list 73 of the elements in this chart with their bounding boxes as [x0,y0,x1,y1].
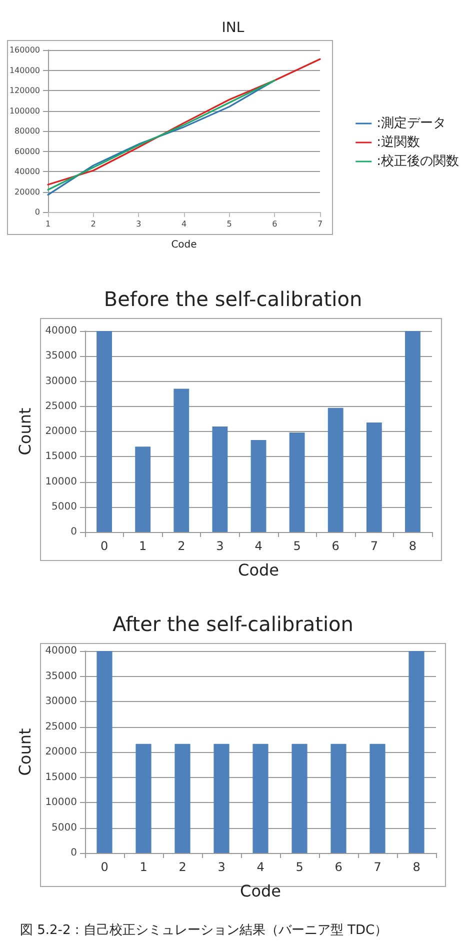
x-tick-label: 4 [256,860,264,874]
x-tick-label: 2 [178,860,186,874]
y-axis-title: Count [16,408,34,456]
x-tick-label: 7 [370,539,378,553]
y-tick-label: 140000 [9,66,40,75]
bar [405,331,420,532]
x-tick-label: 5 [293,539,301,553]
bar [212,426,228,532]
x-tick-label: 0 [100,539,108,553]
y-tick-label: 35000 [45,350,77,362]
bar [366,422,382,532]
y-tick-label: 10000 [45,476,77,488]
x-tick-label: 8 [412,860,420,874]
x-tick-label: 7 [374,860,382,874]
y-tick-label: 40000 [45,326,77,336]
y-tick-label: 35000 [45,670,77,682]
x-tick-label: 3 [216,539,224,553]
y-tick-label: 15000 [45,451,77,462]
x-tick-label: 5 [226,220,232,228]
x-tick-label: 7 [317,220,323,228]
x-tick-label: 6 [272,220,278,228]
y-tick-label: 0 [70,526,77,538]
bar [328,408,344,532]
bar [174,388,190,532]
y-tick-label: 0 [70,848,77,858]
y-tick-label: 20000 [14,187,40,196]
y-tick-label: 20000 [45,426,77,437]
x-tick-label: 5 [296,860,304,874]
x-tick-label: 0 [100,860,108,874]
y-tick-label: 80000 [14,126,40,136]
y-tick-label: 120000 [9,86,40,95]
x-tick-label: 2 [90,220,96,228]
x-tick-label: 8 [408,539,417,553]
y-tick-label: 25000 [45,721,77,732]
bar [289,432,305,532]
y-tick-label: 20000 [45,746,77,758]
x-tick-label: 3 [136,220,142,228]
y-tick-label: 60000 [14,146,40,156]
x-tick-label: 2 [178,539,186,553]
chart-title: INL [222,20,244,36]
legend-label: :逆関数 [376,135,420,150]
bar [135,446,151,532]
x-axis-title: Code [238,560,279,580]
y-axis-title: Count [16,728,34,776]
y-tick-label: 160000 [9,46,40,54]
x-axis-title: Code [171,240,197,250]
caption: 図 5.2-2 : 自己校正シミュレーション結果（バーニア型 TDC） [20,923,388,938]
x-tick-label: 4 [254,539,262,553]
x-tick-label: 1 [140,860,148,874]
x-tick-label: 6 [332,539,340,553]
y-tick-label: 30000 [45,376,77,387]
bar [250,440,266,532]
y-tick-label: 100000 [9,106,40,116]
y-tick-label: 30000 [45,696,77,707]
y-tick-label: 10000 [45,797,77,808]
bar [96,331,112,532]
x-tick-label: 3 [218,860,226,874]
y-tick-label: 5000 [52,822,77,834]
x-tick-label: 4 [181,220,187,228]
y-tick-label: 25000 [45,400,77,412]
legend-label: :測定データ [376,116,446,131]
chart-title: After the self-calibration [112,612,354,636]
y-tick-label: 40000 [14,167,40,176]
legend-label: :校正後の関数 [376,154,460,169]
x-tick-label: 6 [334,860,342,874]
x-axis-title: Code [240,882,281,900]
x-tick-label: 1 [45,220,51,228]
chart-title: Before the self-calibration [104,287,362,311]
y-tick-label: 0 [34,208,40,216]
y-tick-label: 40000 [45,646,77,656]
y-tick-label: 15000 [45,772,77,783]
x-tick-label: 1 [139,539,147,553]
y-tick-label: 5000 [52,501,77,512]
